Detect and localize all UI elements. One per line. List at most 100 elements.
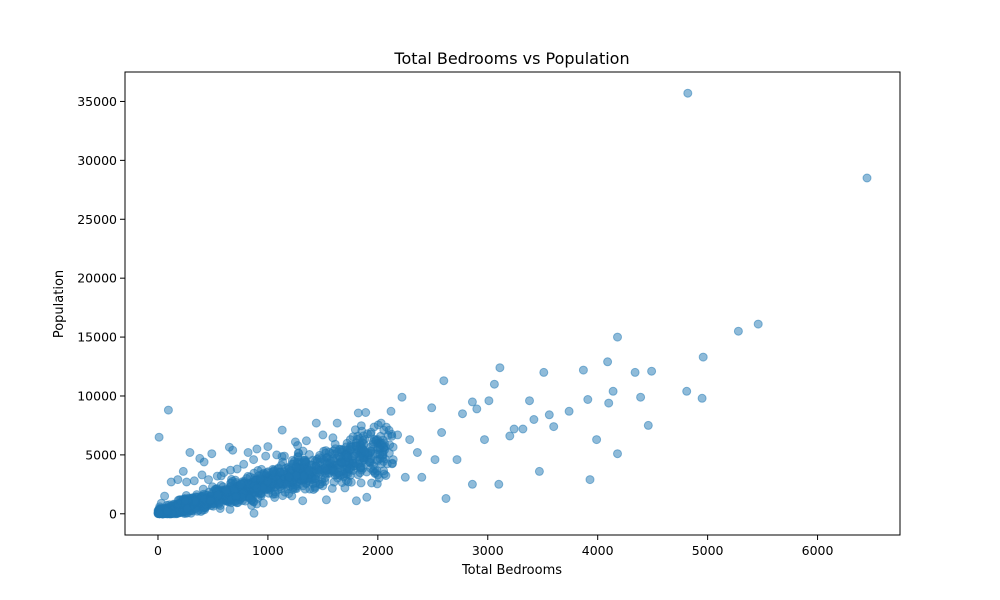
data-point <box>397 392 407 402</box>
data-point <box>197 470 207 480</box>
data-point <box>697 393 707 403</box>
data-point <box>458 409 467 419</box>
data-point <box>467 479 477 489</box>
data-point <box>534 466 544 476</box>
data-point <box>333 468 343 478</box>
data-point <box>261 451 271 461</box>
x-tick-label: 3000 <box>472 543 504 558</box>
data-point <box>362 492 372 502</box>
data-point <box>311 474 321 484</box>
data-point <box>227 476 237 486</box>
x-tick-label: 1000 <box>252 543 284 558</box>
data-point <box>328 454 337 464</box>
data-point <box>245 493 255 503</box>
data-point <box>204 475 213 485</box>
x-axis-ticks: 0 1000 2000 3000 4000 5000 6000 <box>154 535 834 558</box>
data-point <box>341 476 351 485</box>
plot-frame <box>124 71 901 536</box>
data-point <box>643 420 653 430</box>
data-point <box>314 453 324 463</box>
y-tick-label: 0 <box>109 506 117 521</box>
data-point <box>351 496 361 506</box>
data-point <box>495 363 505 373</box>
data-point <box>505 431 515 441</box>
data-point <box>356 478 366 488</box>
data-point <box>249 455 259 465</box>
data-point <box>544 410 554 420</box>
data-point <box>221 486 231 496</box>
data-point <box>166 477 176 487</box>
data-point <box>263 477 273 487</box>
data-point <box>366 429 376 439</box>
x-tick-label: 5000 <box>692 543 724 558</box>
data-point <box>373 470 383 480</box>
data-point <box>368 461 378 470</box>
x-tick-label: 2000 <box>362 543 394 558</box>
data-point <box>564 406 574 416</box>
data-point <box>608 386 618 396</box>
data-point <box>275 467 285 477</box>
data-point <box>549 422 559 432</box>
data-point <box>484 396 494 406</box>
data-point <box>862 173 872 183</box>
data-point <box>279 451 289 461</box>
data-point <box>328 433 338 443</box>
data-point <box>585 475 595 485</box>
data-point <box>369 422 379 432</box>
data-point <box>228 445 238 455</box>
data-point <box>236 479 246 489</box>
data-point <box>243 471 253 481</box>
data-point <box>753 319 763 329</box>
data-point <box>613 332 622 342</box>
plot-points <box>153 88 872 519</box>
data-point <box>340 483 350 493</box>
data-point <box>345 443 355 452</box>
data-point <box>252 483 262 493</box>
data-point <box>231 492 241 501</box>
data-point <box>212 471 222 481</box>
data-point <box>185 448 195 457</box>
data-point <box>405 435 415 445</box>
data-point <box>439 376 449 386</box>
data-point <box>190 496 200 506</box>
data-point <box>253 493 263 503</box>
data-point <box>310 482 320 491</box>
data-point <box>239 459 249 469</box>
data-point <box>160 491 170 501</box>
data-point <box>335 444 344 454</box>
data-point <box>344 464 354 474</box>
data-point <box>345 435 355 445</box>
data-point <box>417 472 427 482</box>
data-point <box>518 424 528 434</box>
data-point <box>321 446 331 456</box>
y-tick-label: 15000 <box>77 330 117 345</box>
data-point <box>362 467 372 477</box>
data-point <box>400 472 410 482</box>
data-point <box>353 408 363 418</box>
data-point <box>509 424 519 434</box>
data-point <box>290 483 300 493</box>
x-tick-label: 0 <box>154 543 162 558</box>
data-point <box>603 357 613 367</box>
data-point <box>733 326 743 336</box>
data-point <box>437 428 447 437</box>
data-point <box>163 405 173 415</box>
data-point <box>472 404 482 414</box>
data-point <box>332 418 342 428</box>
data-point <box>327 483 337 493</box>
data-point <box>350 450 360 459</box>
data-point <box>388 455 398 465</box>
x-tick-label: 4000 <box>582 543 614 558</box>
data-point <box>480 435 489 445</box>
data-point <box>698 352 708 362</box>
data-point <box>630 367 640 377</box>
data-point <box>367 478 377 488</box>
data-point <box>412 448 422 457</box>
data-point <box>604 398 614 408</box>
data-point <box>529 415 539 424</box>
data-point <box>427 403 437 413</box>
data-point <box>337 458 346 467</box>
data-point <box>525 396 534 406</box>
y-tick-label: 10000 <box>77 388 117 403</box>
